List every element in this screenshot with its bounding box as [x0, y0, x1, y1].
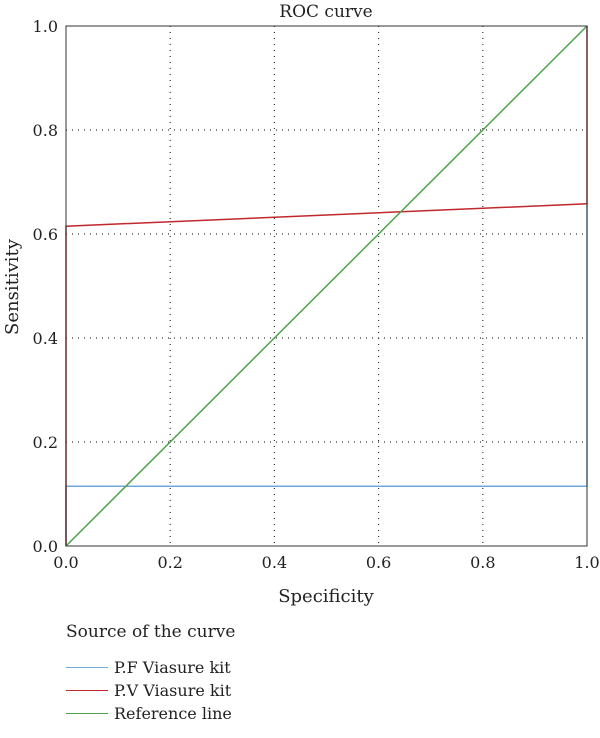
legend-title: Source of the curve — [66, 622, 236, 642]
x-tick-label: 0.0 — [53, 553, 78, 572]
y-tick-label: 0.6 — [33, 225, 58, 244]
x-tick-label: 0.6 — [366, 553, 391, 572]
series-layer — [65, 25, 588, 547]
series-line-reference-line — [65, 25, 588, 547]
legend-items: P.F Viasure kit P.V Viasure kit Reference … — [66, 656, 235, 725]
legend-label: P.F Viasure kit — [114, 658, 231, 677]
y-axis-label: Sensitivity — [2, 238, 23, 335]
series-line-p-f-viasure-kit — [65, 202, 588, 546]
legend-swatch — [66, 667, 108, 668]
legend-label: Reference line — [114, 704, 232, 723]
y-tick-label: 1.0 — [33, 17, 58, 36]
legend-swatch — [66, 713, 108, 714]
roc-chart: 0.0 0.2 0.4 0.6 0.8 1.0 0.0 0.2 0.4 0.6 0.8 1.0 ROC… — [2, 2, 600, 607]
x-tick-label: 0.4 — [262, 553, 287, 572]
x-tick-label: 0.2 — [157, 553, 182, 572]
y-tick-label: 0.4 — [33, 329, 58, 348]
y-tick-label: 0.0 — [33, 537, 58, 556]
legend-item: P.V Viasure kit — [66, 679, 235, 702]
x-tick-label: 0.8 — [470, 553, 495, 572]
tick-labels: 0.0 0.2 0.4 0.6 0.8 1.0 0.0 0.2 0.4 0.6 0.8 1.0 — [33, 17, 600, 572]
x-axis-label: Specificity — [278, 586, 374, 607]
legend-item: P.F Viasure kit — [66, 656, 235, 679]
legend: Source of the curve P.F Viasure kit P.V V… — [66, 622, 235, 725]
y-tick-label: 0.8 — [33, 121, 58, 140]
plot-frame — [65, 25, 588, 547]
legend-swatch — [66, 690, 108, 691]
x-tick-label: 1.0 — [574, 553, 599, 572]
y-tick-label: 0.2 — [33, 433, 58, 452]
legend-item: Reference line — [66, 702, 235, 725]
chart-title: ROC curve — [279, 2, 372, 22]
legend-label: P.V Viasure kit — [114, 681, 232, 700]
